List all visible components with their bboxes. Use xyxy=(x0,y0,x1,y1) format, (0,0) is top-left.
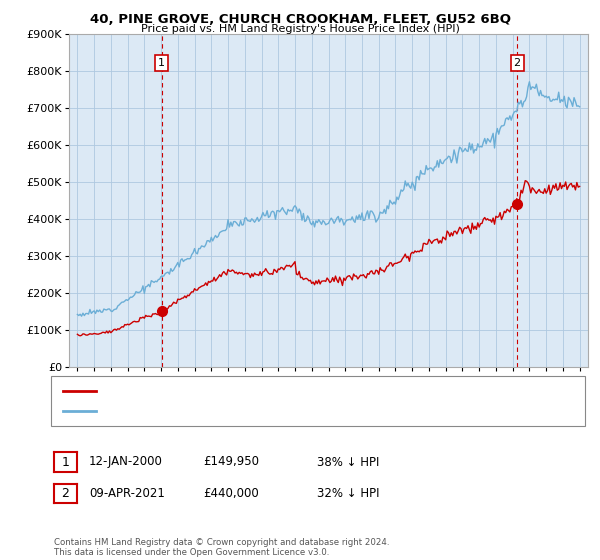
Text: 2: 2 xyxy=(514,58,521,68)
Text: 1: 1 xyxy=(61,455,70,469)
Text: Price paid vs. HM Land Registry's House Price Index (HPI): Price paid vs. HM Land Registry's House … xyxy=(140,24,460,34)
Text: 09-APR-2021: 09-APR-2021 xyxy=(89,487,164,501)
Text: 38% ↓ HPI: 38% ↓ HPI xyxy=(317,455,379,469)
Text: 40, PINE GROVE, CHURCH CROOKHAM, FLEET, GU52 6BQ (detached house): 40, PINE GROVE, CHURCH CROOKHAM, FLEET, … xyxy=(102,386,494,396)
Text: HPI: Average price, detached house, Hart: HPI: Average price, detached house, Hart xyxy=(102,405,317,416)
Text: £440,000: £440,000 xyxy=(203,487,259,501)
Text: £149,950: £149,950 xyxy=(203,455,259,469)
Text: 32% ↓ HPI: 32% ↓ HPI xyxy=(317,487,379,501)
Text: 1: 1 xyxy=(158,58,165,68)
Text: 12-JAN-2000: 12-JAN-2000 xyxy=(89,455,163,469)
Text: 40, PINE GROVE, CHURCH CROOKHAM, FLEET, GU52 6BQ: 40, PINE GROVE, CHURCH CROOKHAM, FLEET, … xyxy=(89,13,511,26)
Text: 2: 2 xyxy=(61,487,70,501)
Text: Contains HM Land Registry data © Crown copyright and database right 2024.
This d: Contains HM Land Registry data © Crown c… xyxy=(54,538,389,557)
